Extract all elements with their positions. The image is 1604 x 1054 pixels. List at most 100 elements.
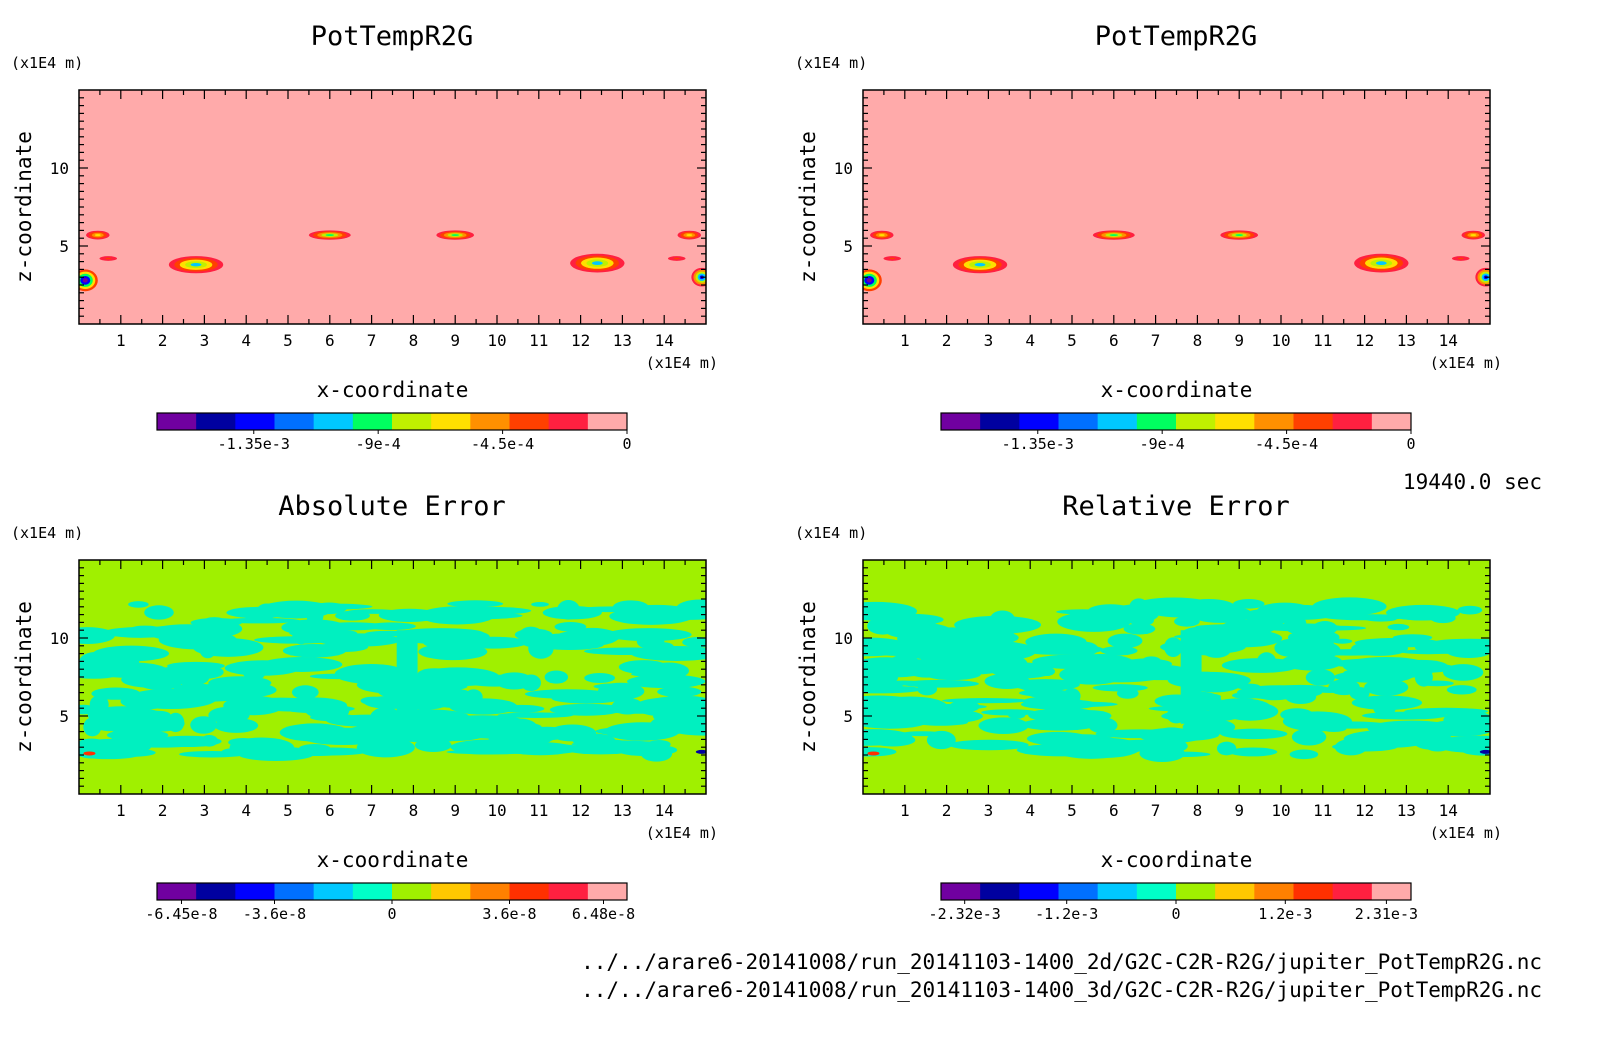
error-patch [1180, 630, 1202, 724]
error-patch [544, 670, 569, 684]
y-unit-label: (x1E4 m) [795, 54, 867, 72]
error-patch [192, 638, 264, 657]
error-patch [531, 601, 549, 607]
error-patch [1220, 728, 1288, 740]
error-patch [1056, 609, 1109, 615]
x-tick-label: 8 [409, 801, 419, 820]
error-patch [1100, 646, 1138, 656]
colorbar-segment [470, 883, 510, 900]
error-patch [93, 645, 170, 662]
colorbar-segment [587, 413, 628, 430]
x-tick-label: 8 [1193, 331, 1203, 350]
colorbar-tick-label: -2.32e-3 [929, 905, 1001, 923]
error-patch [605, 628, 692, 642]
x-tick-label: 9 [1234, 801, 1244, 820]
error-patch [203, 617, 226, 626]
x-tick-label: 10 [1271, 331, 1290, 350]
x-tick-label: 7 [1151, 801, 1161, 820]
colorbar-segment [1176, 413, 1216, 430]
colorbar-segment [1332, 883, 1373, 900]
contour-blob [94, 233, 101, 237]
error-patch [1351, 640, 1409, 656]
error-patch [79, 704, 96, 715]
x-tick-label: 1 [116, 331, 126, 350]
colorbar-frame [940, 412, 1412, 431]
error-patch [913, 719, 968, 726]
colorbar-segment [470, 413, 510, 430]
error-patch [1332, 638, 1353, 644]
x-tick-label: 10 [1271, 801, 1290, 820]
colorbar-tick-label: -3.6e-8 [243, 905, 306, 923]
x-tick-label: 2 [158, 801, 168, 820]
colorbar-segment [1293, 883, 1334, 900]
x-tick-label: 1 [900, 801, 910, 820]
error-patch [190, 716, 217, 734]
error-patch [1233, 599, 1265, 609]
error-patch [581, 739, 631, 748]
error-patch [1457, 605, 1483, 615]
colorbar-segment [1176, 883, 1216, 900]
y-unit-label: (x1E4 m) [11, 524, 83, 542]
chart-title: Absolute Error [278, 491, 506, 522]
colorbar-segment [980, 883, 1020, 900]
chart-title: PotTempR2G [1095, 21, 1258, 52]
contour-blob [82, 278, 88, 283]
error-patch [557, 600, 580, 620]
error-patch [137, 672, 183, 691]
error-patch [1281, 653, 1343, 671]
x-tick-label: 13 [1397, 801, 1416, 820]
error-patch [555, 629, 622, 644]
error-patch [1107, 633, 1143, 649]
contour-blob [325, 234, 334, 237]
error-patch [498, 704, 545, 713]
error-patch [173, 683, 217, 694]
error-patch [885, 622, 952, 640]
error-patch [1424, 638, 1490, 651]
x-tick-label: 9 [450, 331, 460, 350]
x-tick-label: 12 [571, 801, 590, 820]
error-patch [208, 706, 250, 724]
error-patch [134, 715, 185, 732]
colorbar-segment [431, 883, 471, 900]
error-patch [640, 746, 673, 762]
error-patch [1282, 711, 1353, 732]
colorbar-segment [1254, 413, 1294, 430]
x-axis-label: x-coordinate [1101, 378, 1253, 402]
error-patch [167, 661, 225, 671]
colorbar-tick-label: 0 [1406, 435, 1415, 453]
error-patch [1108, 613, 1145, 621]
error-patch [297, 747, 368, 756]
colorbar-segment [235, 413, 275, 430]
x-tick-label: 4 [241, 331, 251, 350]
x-tick-label: 9 [1234, 331, 1244, 350]
x-tick-label: 13 [1397, 331, 1416, 350]
error-patch [103, 627, 178, 638]
colorbar-tick-label: -9e-4 [356, 435, 401, 453]
error-patch [904, 660, 950, 678]
x-tick-label: 2 [158, 331, 168, 350]
error-patch [317, 633, 401, 647]
error-patch [1164, 637, 1183, 657]
error-spot [695, 749, 706, 754]
colorbar-tick-label: 0 [387, 905, 396, 923]
contour-blob [1375, 261, 1387, 266]
x-tick-label: 7 [367, 801, 377, 820]
x-tick-label: 13 [613, 331, 632, 350]
x-axis-label: x-coordinate [1101, 848, 1253, 872]
error-patch [554, 622, 587, 632]
error-patch [366, 622, 416, 631]
error-patch [418, 643, 488, 661]
error-patch [1074, 668, 1165, 683]
error-patch [450, 739, 522, 755]
x-tick-label: 2 [942, 801, 952, 820]
colorbar-tick-label: 2.31e-3 [1355, 905, 1418, 923]
contour-blob [878, 233, 885, 237]
colorbar-segment [1097, 413, 1138, 430]
x-tick-label: 6 [1109, 331, 1119, 350]
x-tick-label: 4 [1025, 801, 1035, 820]
x-tick-label: 5 [283, 331, 293, 350]
colorbar-tick-label: 6.48e-8 [572, 905, 635, 923]
error-patch [1362, 711, 1447, 720]
x-tick-label: 6 [1109, 801, 1119, 820]
colorbar-segment [1215, 883, 1255, 900]
